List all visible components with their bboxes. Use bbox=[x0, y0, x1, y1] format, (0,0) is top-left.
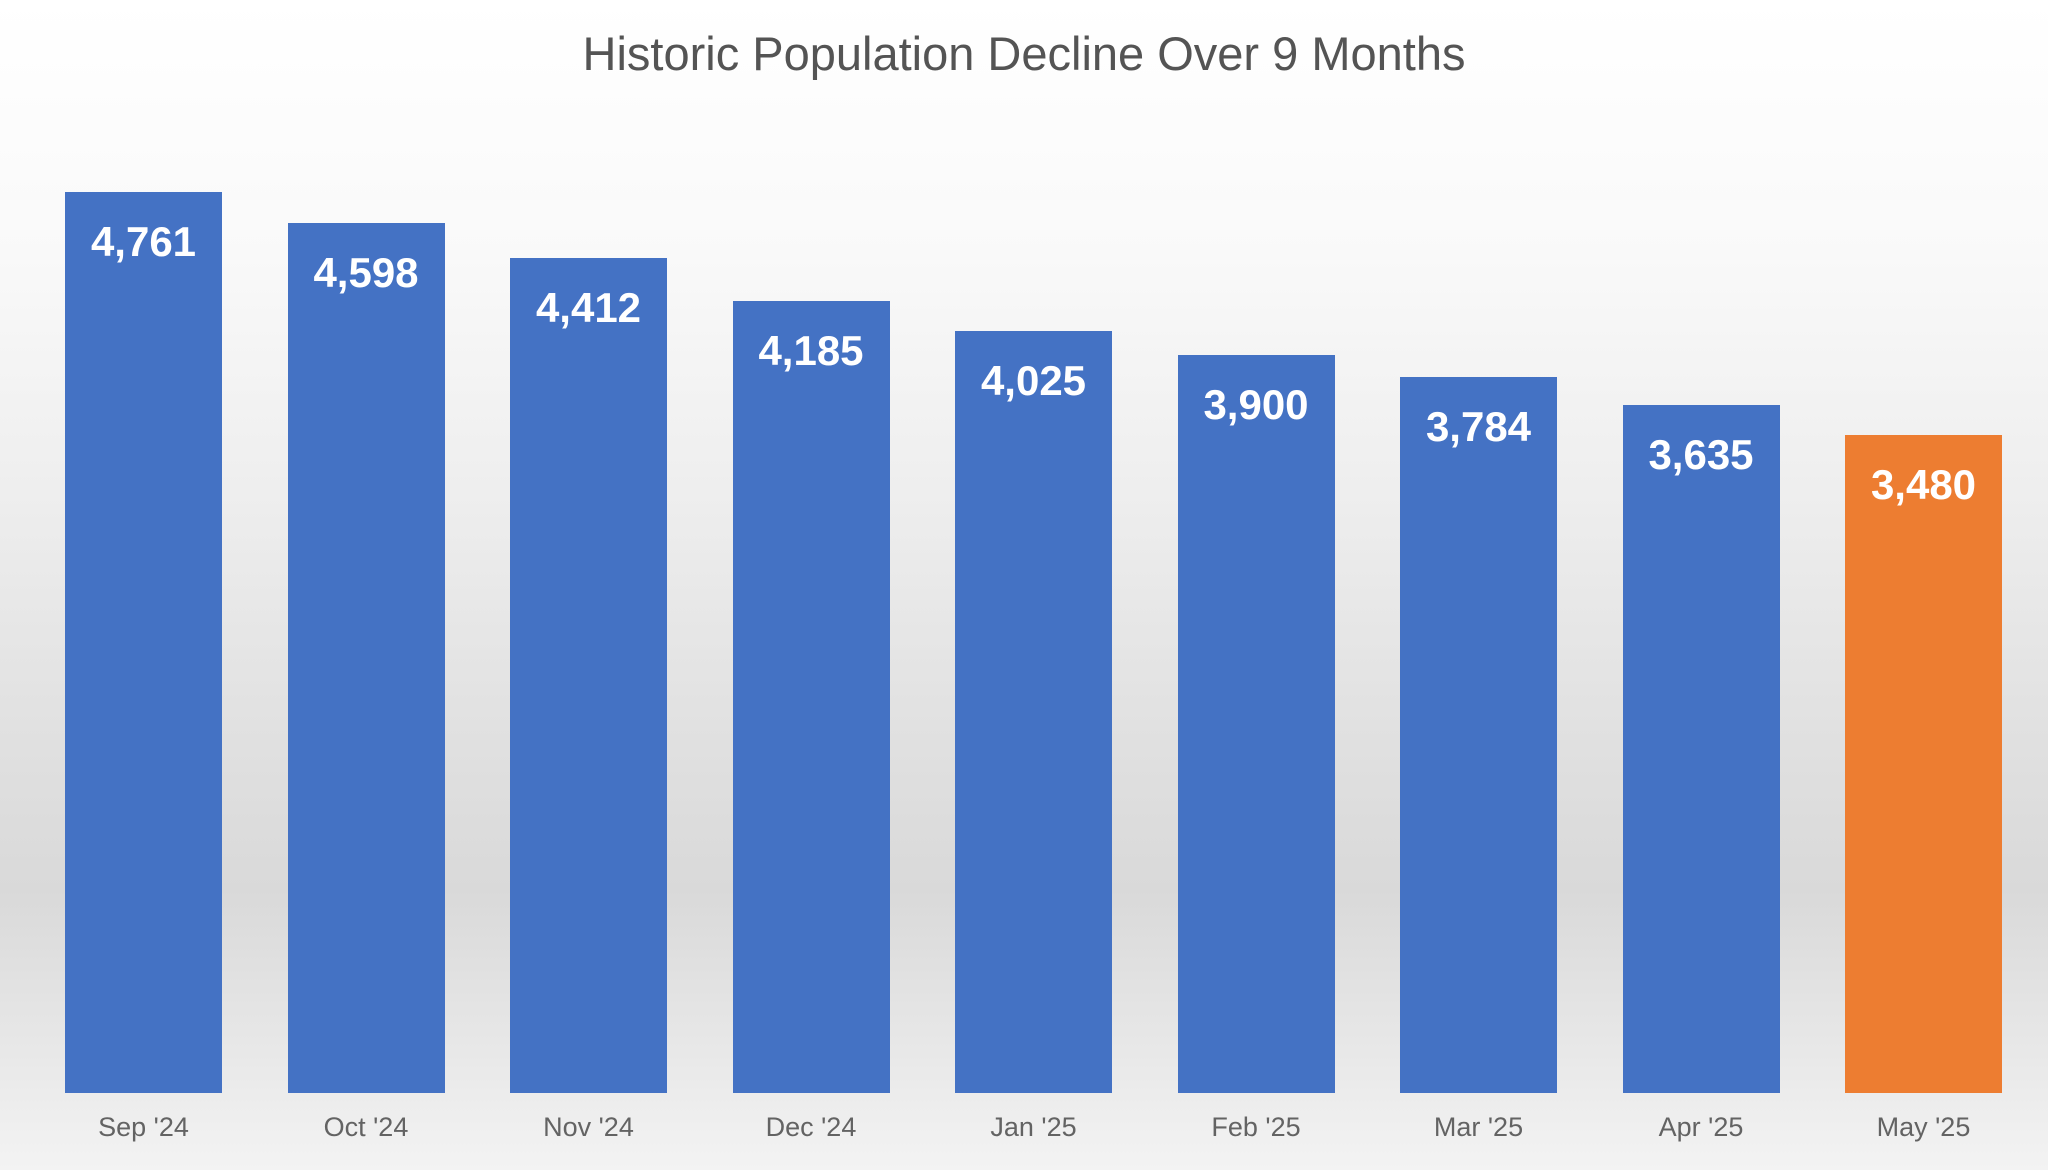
bar: 3,900 bbox=[1177, 355, 1335, 1093]
x-tick-label: Sep '24 bbox=[98, 1112, 189, 1142]
x-tick-label: May '25 bbox=[1876, 1112, 1971, 1142]
bar: 3,635 bbox=[1622, 405, 1780, 1093]
x-tick-label: Feb '25 bbox=[1211, 1112, 1301, 1142]
x-tick-label: Jan '25 bbox=[990, 1112, 1077, 1142]
bar-value-label: 3,900 bbox=[1203, 381, 1309, 429]
plot-area: 4,761 4,598 4,412 4,185 4,025 3,900 3,784 3,635… bbox=[65, 147, 2002, 1093]
x-axis: Sep '24 Oct '24 Nov '24 Dec '24 Jan '25 Feb '… bbox=[65, 1112, 2002, 1143]
bar: 4,598 bbox=[287, 223, 445, 1093]
chart-title: Historic Population Decline Over 9 Month… bbox=[582, 27, 1466, 80]
bar: 3,480 bbox=[1845, 434, 2002, 1093]
x-tick-label: Apr '25 bbox=[1658, 1112, 1744, 1142]
bar-value-label: 4,025 bbox=[980, 357, 1087, 405]
bar: 4,025 bbox=[955, 331, 1112, 1093]
bar-value-label: 4,185 bbox=[758, 327, 864, 375]
bar-value-label: 4,598 bbox=[313, 249, 419, 297]
x-tick-label: Dec '24 bbox=[765, 1112, 857, 1142]
bar: 4,185 bbox=[732, 301, 890, 1093]
bar: 4,412 bbox=[510, 258, 667, 1093]
x-tick-label: Nov '24 bbox=[543, 1112, 634, 1142]
bar-value-label: 3,784 bbox=[1425, 403, 1532, 451]
bar: 4,761 bbox=[65, 192, 222, 1093]
bar: 3,784 bbox=[1400, 377, 1557, 1093]
x-tick-label: Mar '25 bbox=[1433, 1112, 1524, 1142]
bar-value-label: 4,761 bbox=[90, 218, 197, 266]
bar-value-label: 3,635 bbox=[1648, 431, 1754, 479]
bar-value-label: 3,480 bbox=[1870, 460, 1977, 508]
bar-value-label: 4,412 bbox=[535, 284, 642, 332]
x-tick-label: Oct '24 bbox=[323, 1112, 409, 1142]
